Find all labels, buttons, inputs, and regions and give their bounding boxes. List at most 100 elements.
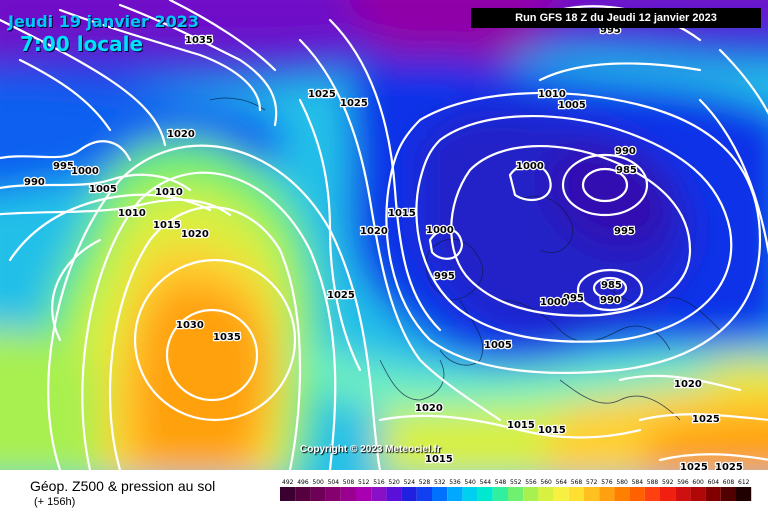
scale-swatch <box>690 487 706 501</box>
scale-tick-label: 540 <box>464 479 476 486</box>
scale-tick-label: 612 <box>738 479 750 486</box>
pressure-label: 1035 <box>185 35 213 46</box>
scale-swatch <box>629 487 645 501</box>
scale-tick-label: 520 <box>388 479 400 486</box>
scale-swatch <box>462 487 478 501</box>
forecast-time: 7:00 locale <box>20 32 144 56</box>
pressure-label: 1035 <box>213 332 241 343</box>
scale-swatch <box>310 487 326 501</box>
scale-tick-label: 600 <box>692 479 704 486</box>
scale-swatch <box>280 487 296 501</box>
scale-tick-label: 512 <box>358 479 370 486</box>
pressure-label: 995 <box>53 161 74 172</box>
pressure-label: 1030 <box>176 320 204 331</box>
scale-tick-label: 528 <box>419 479 431 486</box>
pressure-label: 1005 <box>558 100 586 111</box>
pressure-label: 990 <box>24 177 45 188</box>
scale-tick-label: 548 <box>495 479 507 486</box>
scale-tick-label: 544 <box>480 479 492 486</box>
weather-map: 1035 1025 1025 1010 1005 995 1020 995 10… <box>0 0 768 470</box>
scale-tick-label: 576 <box>601 479 613 486</box>
scale-swatch <box>538 487 554 501</box>
scale-swatch <box>720 487 736 501</box>
scale-tick-label: 504 <box>328 479 340 486</box>
scale-swatch <box>492 487 508 501</box>
scale-tick-label: 536 <box>449 479 461 486</box>
pressure-label: 1000 <box>426 225 454 236</box>
scale-swatch <box>599 487 615 501</box>
pressure-label: 1000 <box>516 161 544 172</box>
scale-tick-label: 604 <box>708 479 720 486</box>
scale-tick-label: 580 <box>616 479 628 486</box>
scale-tick-label: 516 <box>373 479 385 486</box>
scale-swatch <box>736 487 752 501</box>
scale-tick-label: 492 <box>282 479 294 486</box>
pressure-label: 990 <box>600 295 621 306</box>
pressure-label: 1015 <box>425 454 453 465</box>
pressure-label: 1020 <box>415 403 443 414</box>
scale-swatch <box>584 487 600 501</box>
scale-tick-label: 556 <box>525 479 537 486</box>
pressure-label: 1015 <box>388 208 416 219</box>
scale-tick-label: 592 <box>662 479 674 486</box>
pressure-label: 1025 <box>715 462 743 470</box>
pressure-label: 1005 <box>484 340 512 351</box>
pressure-label: 1025 <box>308 89 336 100</box>
scale-swatch <box>371 487 387 501</box>
pressure-label: 1000 <box>71 166 99 177</box>
scale-tick-label: 596 <box>677 479 689 486</box>
pressure-label: 1020 <box>360 226 388 237</box>
scale-tick-label: 572 <box>586 479 598 486</box>
pressure-label: 1020 <box>167 129 195 140</box>
legend-subtitle: (+ 156h) <box>34 496 76 508</box>
scale-swatch <box>416 487 432 501</box>
scale-swatch <box>705 487 721 501</box>
copyright: Copyright © 2023 Meteociel.fr <box>300 444 441 455</box>
run-info: Run GFS 18 Z du Jeudi 12 janvier 2023 <box>471 8 761 28</box>
pressure-label: 1020 <box>674 379 702 390</box>
scale-swatch <box>614 487 630 501</box>
scale-swatch <box>523 487 539 501</box>
map-canvas: 1035 1025 1025 1010 1005 995 1020 995 10… <box>0 0 768 470</box>
forecast-date: Jeudi 19 janvier 2023 <box>8 12 199 31</box>
scale-tick-label: 568 <box>571 479 583 486</box>
pressure-label: 1015 <box>507 420 535 431</box>
pressure-label: 1025 <box>680 462 708 470</box>
scale-swatch <box>295 487 311 501</box>
scale-swatch <box>386 487 402 501</box>
pressure-label: 1000 <box>540 297 568 308</box>
pressure-label: 1025 <box>340 98 368 109</box>
color-scale: 492 496 500 504 508 512 516 520 524 528 532 536 540 5… <box>280 479 752 501</box>
legend-bar: Géop. Z500 & pression au sol (+ 156h) 49… <box>0 470 768 512</box>
scale-tick-label: 496 <box>297 479 309 486</box>
pressure-label: 1025 <box>327 290 355 301</box>
pressure-label: 995 <box>614 226 635 237</box>
scale-tick-label: 524 <box>404 479 416 486</box>
legend-title: Géop. Z500 & pression au sol <box>30 478 216 494</box>
pressure-label: 1010 <box>155 187 183 198</box>
scale-tick-label: 588 <box>647 479 659 486</box>
pressure-label: 995 <box>563 293 584 304</box>
scale-swatch <box>432 487 448 501</box>
scale-swatch <box>325 487 341 501</box>
scale-swatch <box>401 487 417 501</box>
scale-tick-label: 608 <box>723 479 735 486</box>
scale-tick-label: 564 <box>556 479 568 486</box>
scale-swatch <box>340 487 356 501</box>
pressure-label: 1010 <box>538 89 566 100</box>
scale-swatch <box>644 487 660 501</box>
scale-tick-label: 532 <box>434 479 446 486</box>
pressure-label: 990 <box>615 146 636 157</box>
pressure-label: 1015 <box>153 220 181 231</box>
pressure-label: 1015 <box>538 425 566 436</box>
scale-swatch <box>660 487 676 501</box>
scale-tick-label: 560 <box>540 479 552 486</box>
scale-tick-label: 552 <box>510 479 522 486</box>
isobars <box>0 0 768 470</box>
scale-swatch <box>675 487 691 501</box>
scale-swatch <box>568 487 584 501</box>
scale-swatch <box>508 487 524 501</box>
pressure-label: 985 <box>616 165 637 176</box>
scale-swatch <box>356 487 372 501</box>
scale-swatch <box>553 487 569 501</box>
